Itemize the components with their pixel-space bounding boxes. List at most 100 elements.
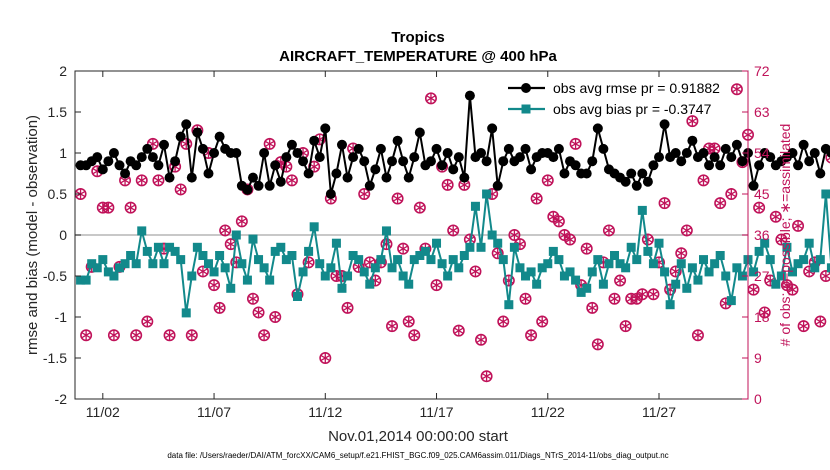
bias-point xyxy=(432,238,442,248)
bias-point xyxy=(693,275,703,285)
bias-point xyxy=(493,238,503,248)
count-assimilated-point xyxy=(287,175,297,186)
bias-point xyxy=(248,234,258,244)
rmse-point xyxy=(214,131,225,142)
bias-point xyxy=(687,263,697,273)
bias-point xyxy=(593,255,603,265)
bias-point xyxy=(754,246,764,256)
count-assimilated-point xyxy=(409,330,420,341)
count-assimilated-point xyxy=(442,179,453,191)
bias-point xyxy=(671,279,681,289)
rmse-point xyxy=(398,156,409,167)
rmse-point xyxy=(442,148,453,158)
bias-point xyxy=(309,222,319,232)
count-assimilated-point xyxy=(748,284,759,295)
rmse-point xyxy=(698,148,709,158)
bias-point xyxy=(292,292,302,301)
y-tick-label: -1.5 xyxy=(43,350,67,366)
y-tick-label: -2 xyxy=(55,391,68,407)
bias-point xyxy=(665,300,675,310)
count-assimilated-point xyxy=(237,216,247,227)
bias-point xyxy=(215,251,225,260)
count-assimilated-point xyxy=(776,234,787,245)
bias-point xyxy=(137,226,147,236)
footnote: data file: /Users/raeder/DAI/ATM_forcXX/… xyxy=(167,451,668,460)
bias-point xyxy=(393,255,403,265)
bias-point xyxy=(470,201,480,211)
rmse-point xyxy=(92,152,103,163)
bias-point xyxy=(576,287,586,297)
count-assimilated-point xyxy=(476,334,486,345)
rmse-point xyxy=(654,152,665,163)
bias-point xyxy=(559,271,569,281)
y-right-tick-label: 72 xyxy=(754,63,770,79)
bias-point xyxy=(304,246,314,256)
count-assimilated-point xyxy=(498,316,509,327)
rmse-point xyxy=(392,135,403,146)
bias-point xyxy=(459,251,469,260)
count-assimilated-point xyxy=(481,371,492,382)
y-tick-label: 1 xyxy=(59,145,67,161)
count-assimilated-point xyxy=(559,229,570,241)
count-assimilated-point xyxy=(81,330,91,341)
bias-point xyxy=(765,255,775,265)
bias-point xyxy=(804,238,814,248)
rmse-point xyxy=(687,135,698,146)
rmse-point xyxy=(120,168,131,179)
bias-point xyxy=(760,238,770,248)
rmse-point xyxy=(281,152,292,163)
rmse-point xyxy=(181,119,192,130)
count-assimilated-point xyxy=(248,293,258,304)
bias-point xyxy=(237,259,247,269)
rmse-point xyxy=(626,168,637,179)
count-assimilated-point xyxy=(387,320,397,332)
bias-point xyxy=(326,263,336,273)
rmse-point xyxy=(570,160,581,171)
bias-point xyxy=(203,259,213,269)
count-assimilated-point xyxy=(693,330,703,341)
rmse-point xyxy=(659,119,670,130)
count-assimilated-point xyxy=(570,138,581,150)
rmse-point xyxy=(676,156,687,167)
bias-point xyxy=(787,267,797,277)
count-assimilated-point xyxy=(648,289,659,300)
count-assimilated-point xyxy=(415,202,425,213)
count-assimilated-point xyxy=(592,339,603,350)
rmse-point xyxy=(253,180,264,191)
bias-point xyxy=(387,263,397,273)
bias-point xyxy=(699,255,709,265)
bias-point xyxy=(604,259,614,269)
bias-point xyxy=(648,259,658,269)
rmse-point xyxy=(336,139,347,150)
y-right-tick-label: 9 xyxy=(754,350,762,366)
bias-point xyxy=(165,242,175,252)
rmse-point xyxy=(381,172,392,183)
count-assimilated-point xyxy=(759,307,770,318)
rmse-point xyxy=(425,156,436,167)
rmse-point xyxy=(170,156,181,167)
rmse-point xyxy=(642,176,653,187)
y-axis-label-right: # of obs: o=possible; ∗=assimilated xyxy=(777,124,793,347)
count-assimilated-point xyxy=(186,330,197,341)
y-axis-label: rmse and bias (model - observation) xyxy=(24,115,41,355)
rmse-point xyxy=(670,148,681,158)
count-assimilated-point xyxy=(732,84,742,95)
bias-point xyxy=(537,263,547,273)
count-assimilated-point xyxy=(453,325,464,336)
count-assimilated-point xyxy=(787,284,798,295)
bias-point xyxy=(281,255,291,265)
rmse-point xyxy=(292,148,303,158)
rmse-point xyxy=(726,152,737,163)
count-assimilated-point xyxy=(709,143,720,154)
y-right-tick-label: 0 xyxy=(754,391,762,407)
count-assimilated-point xyxy=(754,202,764,213)
bias-point xyxy=(532,279,542,289)
count-assimilated-point xyxy=(637,289,648,300)
count-assimilated-point xyxy=(431,279,442,291)
bias-point xyxy=(504,300,514,310)
bias-point xyxy=(187,271,197,281)
rmse-point xyxy=(804,156,815,167)
count-assimilated-point xyxy=(136,175,147,186)
bias-point xyxy=(259,263,269,273)
rmse-point xyxy=(142,143,153,154)
